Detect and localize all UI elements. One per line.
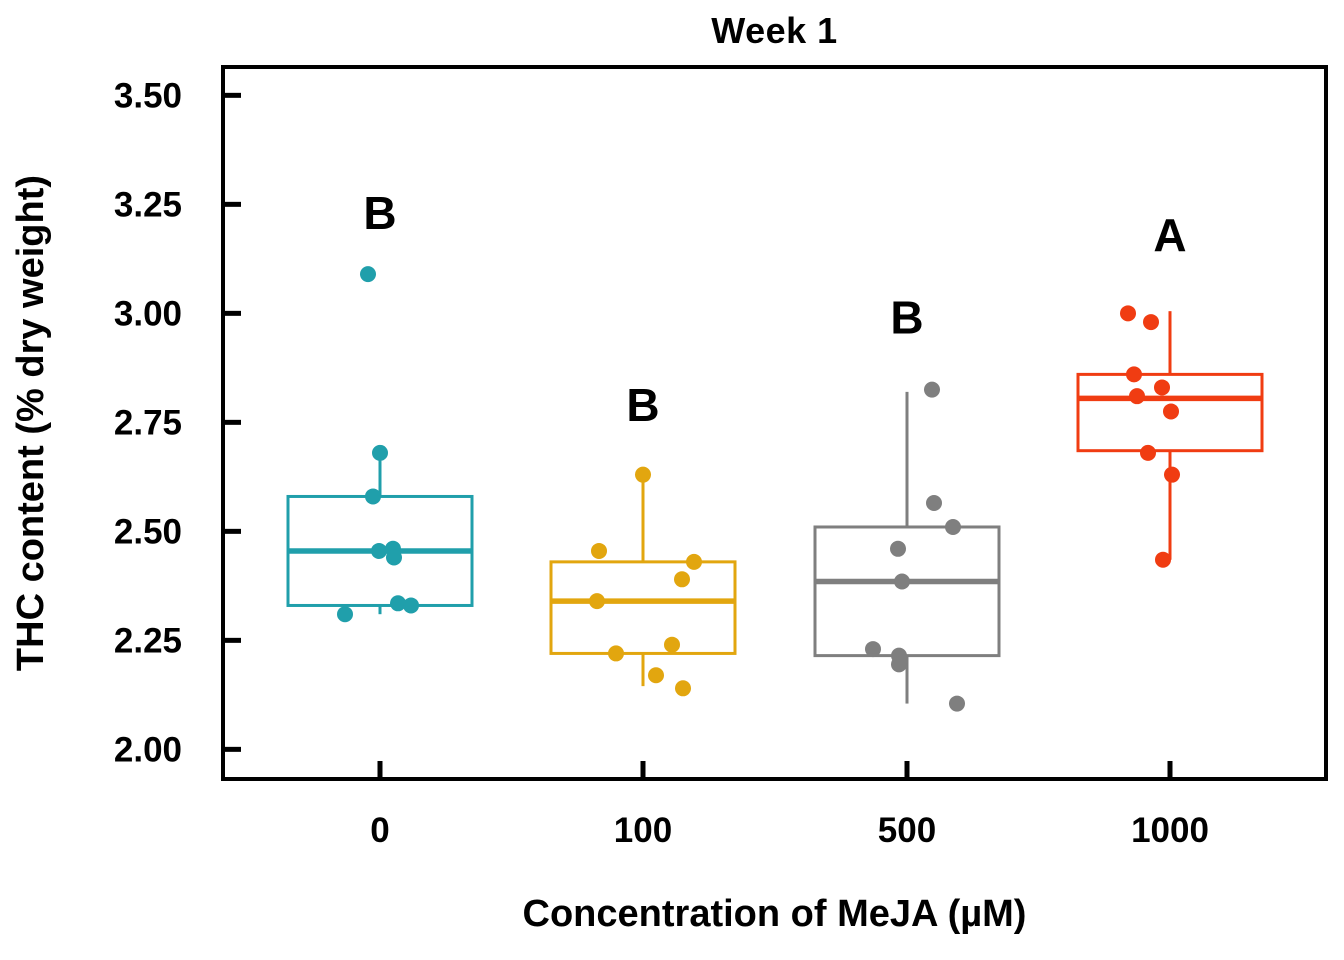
box: [549, 560, 737, 655]
data-point: [664, 636, 680, 653]
data-point: [1120, 305, 1136, 322]
box-group-0: B: [286, 187, 474, 623]
data-point: [891, 656, 907, 673]
y-tick-label: 2.25: [114, 621, 182, 660]
x-tick-label: 500: [878, 811, 936, 850]
data-point: [589, 593, 605, 610]
data-point: [360, 266, 376, 283]
data-point: [894, 573, 910, 590]
significance-letter: B: [626, 379, 659, 431]
data-point: [924, 381, 940, 398]
significance-letter: B: [890, 292, 923, 344]
data-point: [1126, 366, 1142, 383]
data-point: [1164, 466, 1180, 483]
data-point: [591, 542, 607, 559]
y-tick-label: 2.50: [114, 512, 182, 551]
data-point: [386, 549, 402, 566]
significance-letter: B: [363, 187, 396, 239]
box-group-1000: A: [1076, 209, 1264, 568]
data-point: [890, 540, 906, 557]
y-tick-label: 3.50: [114, 76, 182, 115]
data-point: [1154, 379, 1170, 396]
y-tick-label: 3.00: [114, 294, 182, 333]
data-point: [675, 680, 691, 697]
data-point: [1129, 388, 1145, 405]
data-point: [865, 641, 881, 658]
data-point: [337, 606, 353, 623]
data-point: [635, 466, 651, 483]
data-point: [608, 645, 624, 662]
data-point: [371, 542, 387, 559]
data-point: [390, 595, 406, 612]
x-tick-label: 1000: [1131, 811, 1209, 850]
data-point: [365, 488, 381, 505]
data-point: [945, 518, 961, 535]
y-tick-label: 2.75: [114, 403, 182, 442]
data-point: [1140, 444, 1156, 461]
data-point: [674, 571, 690, 588]
box: [813, 525, 1001, 658]
significance-letter: A: [1153, 209, 1186, 261]
data-point: [926, 495, 942, 512]
plot-frame: [221, 65, 1328, 781]
box-group-100: B: [549, 379, 737, 697]
data-point: [949, 695, 965, 712]
data-point: [1155, 551, 1171, 568]
x-tick-label: 100: [614, 811, 672, 850]
data-point: [403, 597, 419, 614]
data-point: [648, 667, 664, 684]
data-point: [372, 444, 388, 461]
x-axis-title: Concentration of MeJA (µM): [522, 893, 1027, 935]
data-point: [1143, 314, 1159, 331]
chart-title: Week 1: [711, 10, 838, 51]
x-tick-label: 0: [370, 811, 389, 850]
box-group-500: B: [813, 292, 1001, 712]
y-tick-label: 3.25: [114, 185, 182, 224]
y-tick-label: 2.00: [114, 730, 182, 769]
data-point: [1163, 403, 1179, 420]
data-point: [686, 553, 702, 570]
